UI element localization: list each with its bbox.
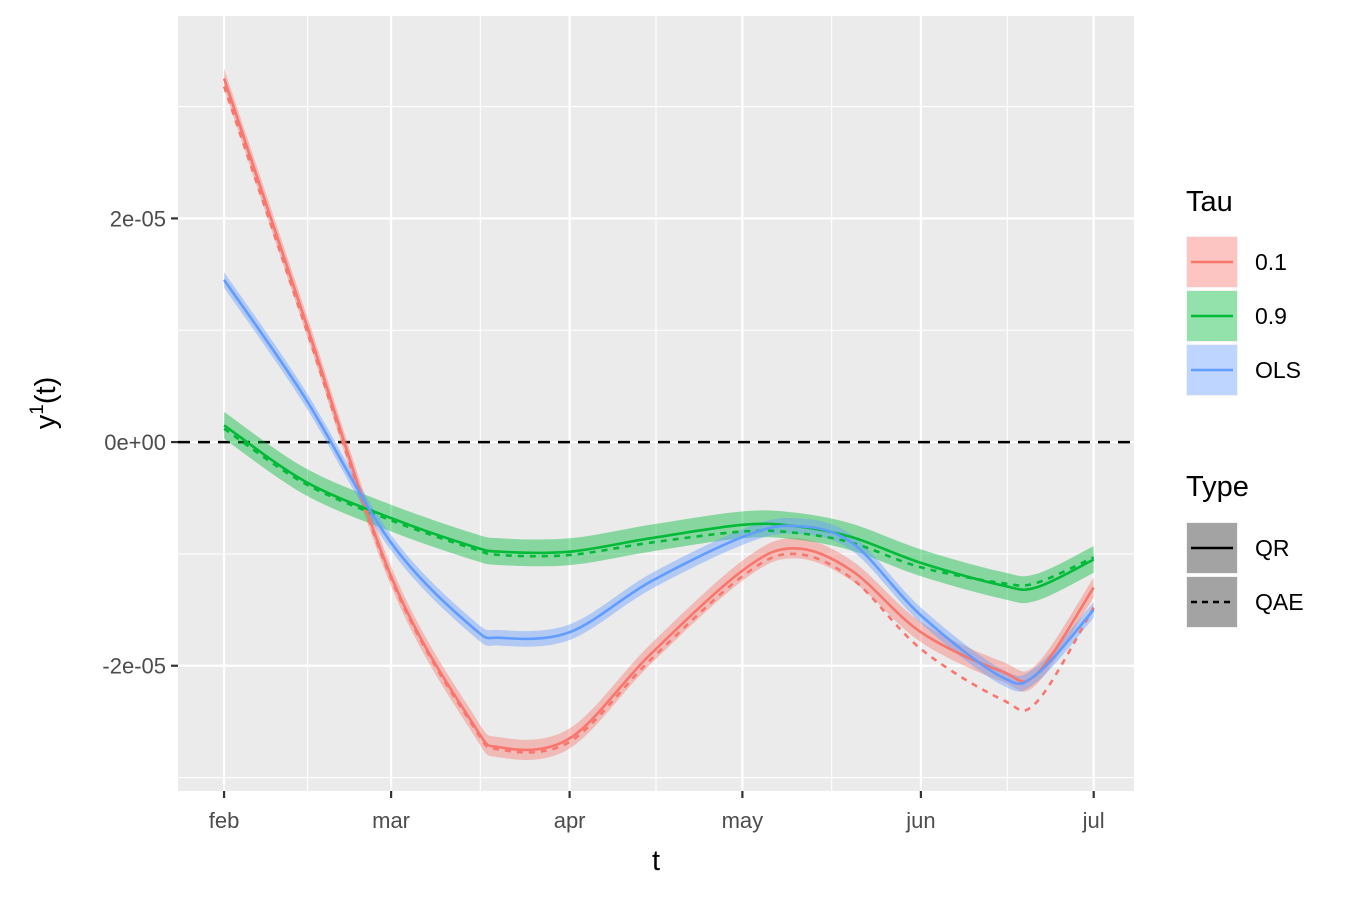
y-axis: -2e-05 0e+00 2e-05 [102, 206, 178, 679]
y-tick-label: -2e-05 [102, 654, 166, 679]
y-axis-title-superscript: 1 [27, 404, 48, 415]
x-axis-title: t [652, 845, 660, 877]
legend-label: QAE [1255, 589, 1304, 615]
y-axis-title-base: y [30, 414, 62, 429]
series-line-0.1-QAE [222, 86, 1095, 754]
legend-type-keys: QR QAE [1186, 522, 1304, 628]
minor-x-gridlines [307, 16, 1008, 791]
x-axis: feb mar apr may jun jul [209, 791, 1105, 833]
y-tick-label: 0e+00 [104, 430, 166, 455]
series-lines [222, 78, 1095, 754]
series-line-0.9-QAE [223, 427, 1095, 587]
x-tick-label: jul [1082, 808, 1105, 833]
major-y-gridlines [178, 217, 1134, 667]
x-tick-label: may [722, 808, 764, 833]
x-tick-label: jun [905, 808, 935, 833]
y-axis-title-suffix: (t) [30, 377, 62, 404]
y-tick-label: 2e-05 [110, 206, 166, 231]
series-line-0.9-QR [223, 424, 1095, 592]
confidence-band-0.9-QR [224, 411, 1094, 604]
legend-tau-title: Tau [1186, 186, 1233, 218]
confidence-band-0.1-QR [224, 68, 1094, 760]
confidence-bands [224, 68, 1094, 760]
legend-label: 0.1 [1255, 249, 1287, 275]
x-tick-label: mar [372, 808, 410, 833]
legend-type-title: Type [1186, 471, 1249, 503]
x-tick-label: apr [554, 808, 586, 833]
y-axis-title: y1(t) [27, 377, 62, 429]
legend-tau-keys: 0.1 0.9 OLS [1186, 236, 1301, 396]
legend-type: Type QR QAE [1186, 471, 1304, 628]
legend-label: OLS [1255, 357, 1301, 383]
legend-label: QR [1255, 535, 1290, 561]
major-x-gridlines [222, 16, 1095, 791]
series-line-OLS-QR [223, 279, 1095, 686]
x-tick-label: feb [209, 808, 240, 833]
legend-tau: Tau 0.1 0.9 OLS [1186, 186, 1301, 396]
legend-label: 0.9 [1255, 303, 1287, 329]
